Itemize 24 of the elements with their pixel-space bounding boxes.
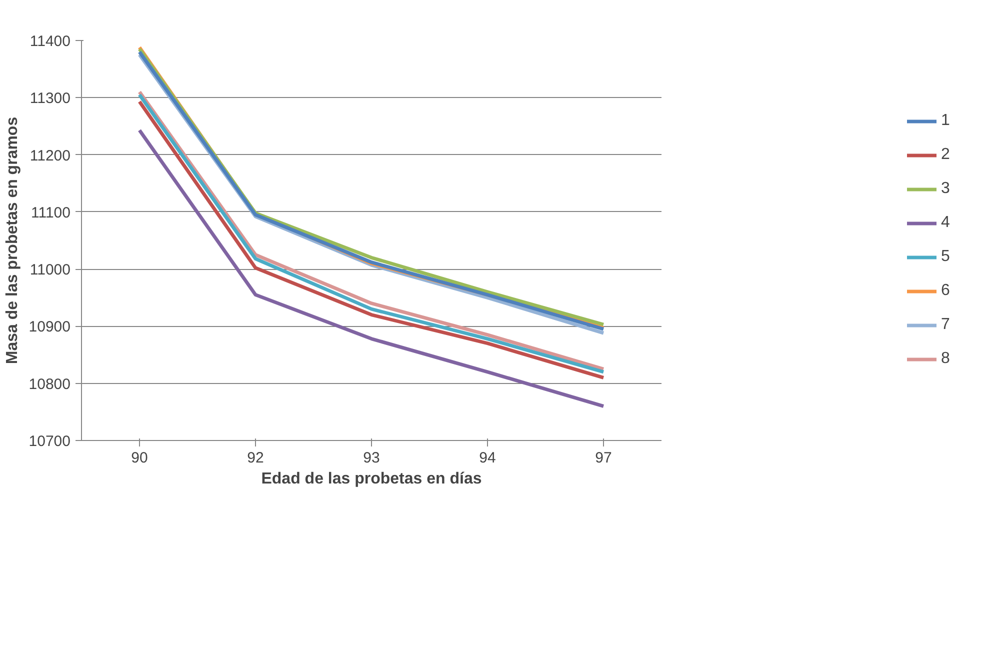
legend-label: 6 [941,282,951,300]
y-tick-label: 11100 [31,204,71,222]
y-tick-label: 11000 [30,262,71,279]
x-tick-label: 97 [595,450,612,466]
y-axis-title: Masa de las probetas en gramos [4,116,21,364]
y-tick-label: 11200 [30,147,71,164]
x-tick-label: 90 [131,450,148,466]
x-tick-label: 93 [363,450,380,466]
legend-label: 3 [941,180,951,198]
line-series [138,128,606,408]
legend-label: 2 [941,146,951,164]
x-tick-label: 92 [247,450,264,466]
legend-label: 8 [941,350,951,368]
y-tick-label: 10900 [28,318,71,336]
y-tick-label: 10800 [28,376,71,393]
y-tick-label: 11300 [30,90,71,108]
x-axis-title: Edad de las probetas en días [261,470,482,488]
legend-label: 1 [941,112,951,130]
legend-label: 5 [941,248,951,266]
y-tick-label: 10700 [28,433,71,450]
x-tick-label: 94 [479,450,496,466]
legend-label: 7 [941,316,951,334]
y-tick-label: 11400 [30,33,71,50]
legend-label: 4 [941,214,951,232]
